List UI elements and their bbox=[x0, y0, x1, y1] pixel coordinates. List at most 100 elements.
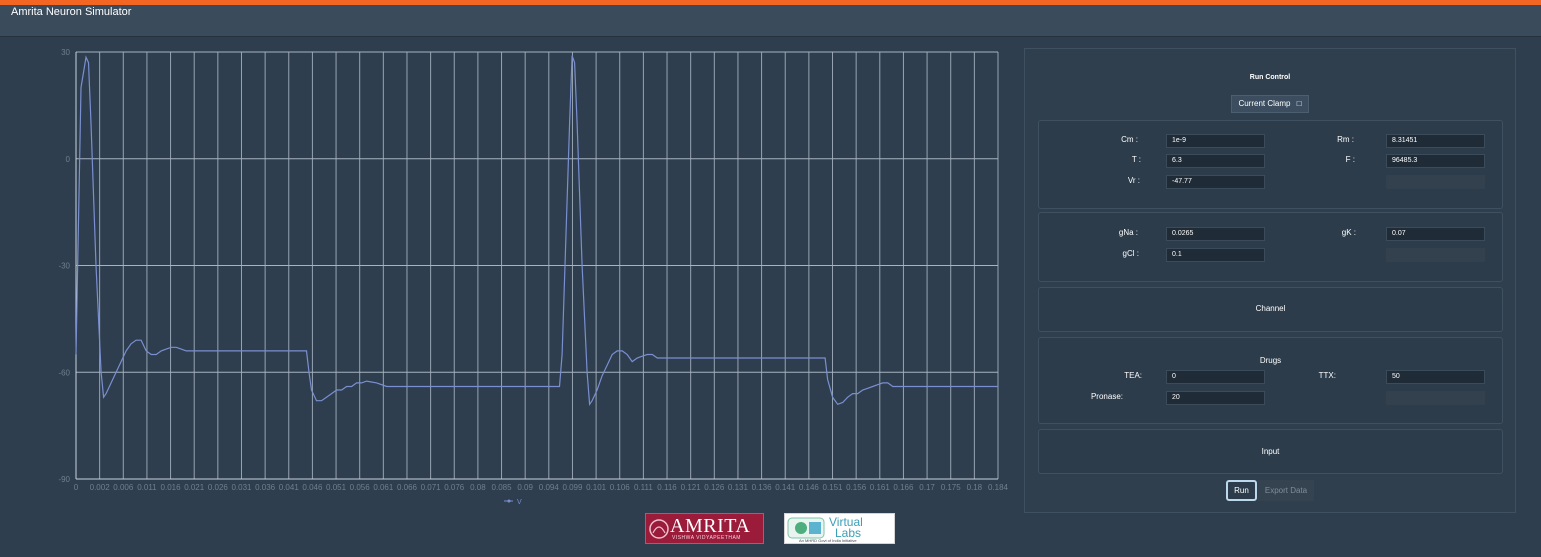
x-tick-label: 0.066 bbox=[397, 483, 418, 492]
run-control-title: Run Control bbox=[1249, 74, 1291, 81]
x-tick-label: 0.046 bbox=[302, 483, 323, 492]
vlabs-name-line2: Labs bbox=[835, 526, 862, 540]
tea-label: TEA: bbox=[1124, 371, 1142, 380]
x-tick-label: 0.036 bbox=[255, 483, 276, 492]
x-tick-label: 0.156 bbox=[846, 483, 867, 492]
menu-icon: □ bbox=[1296, 99, 1302, 108]
x-tick-label: 0.121 bbox=[681, 483, 702, 492]
x-tick-label: 0.002 bbox=[90, 483, 111, 492]
x-tick-label: 0.184 bbox=[988, 483, 1009, 492]
x-tick-label: 0.106 bbox=[610, 483, 631, 492]
accent-bar bbox=[0, 0, 1541, 5]
conductance-section: gNa : 0.0265 gK : 0.07 gCl : 0.1 bbox=[1038, 212, 1503, 282]
pronase-label: Pronase: bbox=[1090, 392, 1123, 401]
empty-field bbox=[1386, 391, 1485, 405]
x-tick-label: 0.101 bbox=[586, 483, 607, 492]
tea-input[interactable]: 0 bbox=[1166, 370, 1265, 384]
cm-input[interactable]: 1e-9 bbox=[1166, 134, 1265, 148]
clamp-mode-button[interactable]: Current Clamp □ bbox=[1231, 95, 1309, 113]
virtual-labs-logo: Virtual Labs An MHRD Govt of India Initi… bbox=[784, 513, 895, 544]
t-label: T : bbox=[1131, 155, 1141, 164]
x-tick-label: 0.175 bbox=[941, 483, 962, 492]
x-tick-label: 0.061 bbox=[373, 483, 394, 492]
y-tick-label: 30 bbox=[61, 48, 70, 57]
ttx-label: TTX: bbox=[1318, 371, 1336, 380]
gk-label: gK : bbox=[1341, 228, 1356, 237]
y-tick-label: 0 bbox=[66, 155, 71, 164]
y-tick-label: -30 bbox=[58, 262, 70, 271]
x-tick-label: 0.141 bbox=[775, 483, 796, 492]
vlabs-name-line1: Virtual bbox=[829, 515, 863, 529]
x-tick-label: 0.011 bbox=[137, 483, 157, 492]
x-tick-label: 0.099 bbox=[562, 483, 583, 492]
vlabs-subtitle: An MHRD Govt of India Initiative bbox=[799, 538, 857, 543]
x-tick-label: 0.094 bbox=[539, 483, 560, 492]
app-title: Amrita Neuron Simulator bbox=[11, 6, 132, 18]
x-tick-label: 0.146 bbox=[799, 483, 820, 492]
x-tick-label: 0.111 bbox=[634, 483, 653, 492]
x-tick-label: 0.021 bbox=[184, 483, 205, 492]
gna-input[interactable]: 0.0265 bbox=[1166, 227, 1265, 241]
x-tick-label: 0.166 bbox=[893, 483, 914, 492]
amrita-name: AMRITA bbox=[670, 515, 751, 537]
cm-label: Cm : bbox=[1121, 135, 1138, 144]
f-label: F : bbox=[1345, 155, 1355, 164]
empty-field bbox=[1386, 175, 1485, 189]
legend-marker bbox=[507, 499, 511, 503]
channel-title: Channel bbox=[1255, 304, 1286, 313]
rm-input[interactable]: 8.31451 bbox=[1386, 134, 1485, 148]
empty-field bbox=[1386, 248, 1485, 262]
control-panel: Run Control Current Clamp □ Cm : 1e-9 Rm… bbox=[1024, 48, 1516, 513]
x-tick-label: 0.136 bbox=[752, 483, 773, 492]
input-title: Input bbox=[1261, 447, 1280, 456]
legend-label: V bbox=[517, 499, 522, 506]
x-tick-label: 0.076 bbox=[444, 483, 465, 492]
x-tick-label: 0.071 bbox=[421, 483, 442, 492]
export-data-button[interactable]: Export Data bbox=[1258, 480, 1314, 501]
amrita-subtitle: VISHWA VIDYAPEETHAM bbox=[672, 535, 741, 541]
membrane-params-section: Cm : 1e-9 Rm : 8.31451 T : 6.3 F : 96485… bbox=[1038, 120, 1503, 209]
x-tick-label: 0.051 bbox=[326, 483, 347, 492]
vr-input[interactable]: -47.77 bbox=[1166, 175, 1265, 189]
vr-label: Vr : bbox=[1127, 176, 1140, 185]
x-tick-label: 0.031 bbox=[231, 483, 252, 492]
input-section[interactable]: Input bbox=[1038, 429, 1503, 474]
amrita-emblem-icon bbox=[649, 519, 669, 539]
y-tick-label: -60 bbox=[58, 368, 70, 377]
y-tick-label: -90 bbox=[58, 475, 70, 484]
chart-svg: 0 0.002 0.006 0.011 0.016 0.021 0.026 0.031 0.03… bbox=[58, 48, 1009, 506]
drugs-title: Drugs bbox=[1259, 356, 1282, 365]
voltage-chart: 0 0.002 0.006 0.011 0.016 0.021 0.026 0.031 0.03… bbox=[0, 38, 1012, 513]
gcl-input[interactable]: 0.1 bbox=[1166, 248, 1265, 262]
x-tick-label: 0.131 bbox=[728, 483, 749, 492]
t-input[interactable]: 6.3 bbox=[1166, 154, 1265, 168]
series-line-v bbox=[75, 55, 998, 407]
virtual-labs-emblem-icon bbox=[787, 517, 825, 539]
x-tick-label: 0.016 bbox=[161, 483, 182, 492]
x-tick-label: 0.056 bbox=[350, 483, 371, 492]
drugs-section: Drugs TEA: 0 TTX: 50 Pronase: 20 bbox=[1038, 337, 1503, 424]
x-tick-label: 0.151 bbox=[822, 483, 843, 492]
clamp-mode-label: Current Clamp bbox=[1238, 99, 1291, 108]
ttx-input[interactable]: 50 bbox=[1386, 370, 1485, 384]
x-tick-label: 0.026 bbox=[208, 483, 229, 492]
x-tick-label: 0.085 bbox=[492, 483, 513, 492]
gk-input[interactable]: 0.07 bbox=[1386, 227, 1485, 241]
f-input[interactable]: 96485.3 bbox=[1386, 154, 1485, 168]
title-bar: Amrita Neuron Simulator bbox=[0, 5, 1541, 37]
x-tick-label: 0.116 bbox=[657, 483, 677, 492]
pronase-input[interactable]: 20 bbox=[1166, 391, 1265, 405]
run-button[interactable]: Run bbox=[1226, 480, 1257, 501]
channel-section[interactable]: Channel bbox=[1038, 287, 1503, 332]
x-tick-label: 0.17 bbox=[919, 483, 935, 492]
amrita-logo: AMRITA VISHWA VIDYAPEETHAM bbox=[645, 513, 764, 544]
x-tick-label: 0.09 bbox=[517, 483, 533, 492]
x-tick-label: 0 bbox=[74, 483, 79, 492]
x-tick-label: 0.041 bbox=[279, 483, 300, 492]
x-tick-label: 0.08 bbox=[470, 483, 486, 492]
x-tick-label: 0.161 bbox=[870, 483, 891, 492]
x-tick-label: 0.18 bbox=[967, 483, 983, 492]
gcl-label: gCl : bbox=[1122, 249, 1139, 258]
x-tick-label: 0.006 bbox=[113, 483, 134, 492]
rm-label: Rm : bbox=[1337, 135, 1354, 144]
